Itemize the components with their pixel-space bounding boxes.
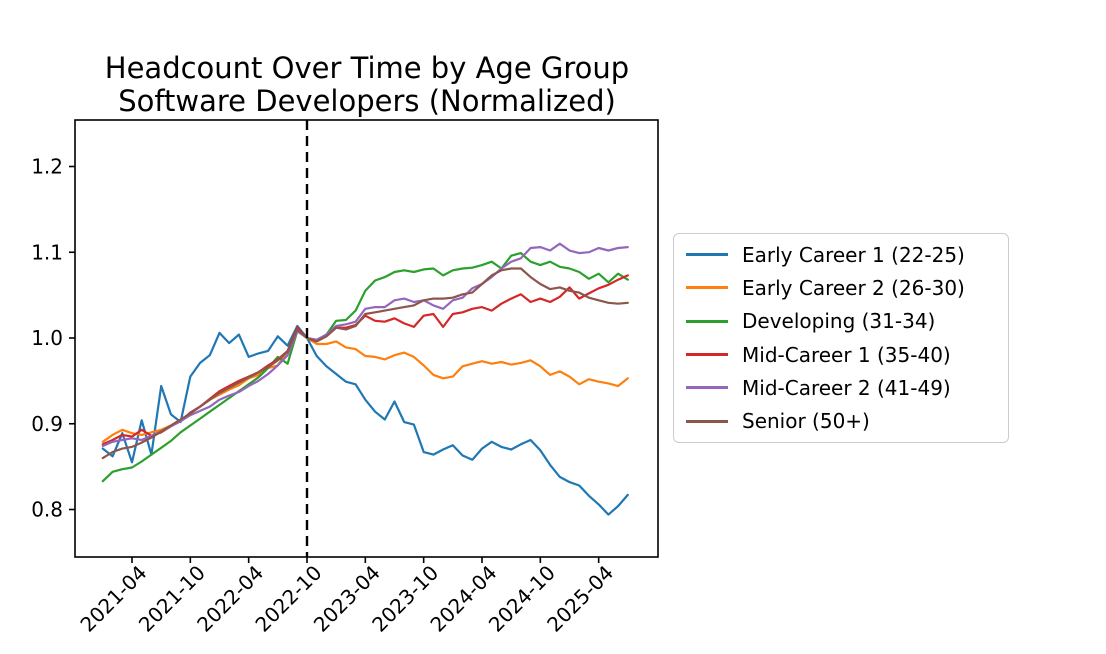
y-tick-label: 0.9 (31, 412, 63, 436)
series-line-senior-50 (101, 267, 629, 460)
legend-line-swatch (686, 253, 728, 257)
series-line-developing-31-34 (101, 252, 629, 483)
plot-border (74, 119, 659, 558)
legend: Early Career 1 (22-25) Early Career 2 (26… (673, 233, 1009, 443)
legend-item: Early Career 1 (22-25) (674, 238, 1008, 271)
legend-line-swatch (686, 386, 728, 390)
legend-label: Senior (50+) (742, 409, 870, 434)
legend-item: Mid-Career 1 (35-40) (674, 338, 1008, 371)
y-tick-label: 0.8 (31, 498, 63, 522)
series-line-early-career-2-26-30 (101, 328, 629, 443)
legend-item: Mid-Career 2 (41-49) (674, 371, 1008, 404)
legend-label: Mid-Career 1 (35-40) (742, 342, 951, 367)
legend-label: Early Career 2 (26-30) (742, 275, 965, 300)
legend-line-swatch (686, 286, 728, 290)
legend-label: Mid-Career 2 (41-49) (742, 375, 951, 400)
legend-line-swatch (686, 419, 728, 423)
chart-subtitle: Software Developers (Normalized) (118, 84, 616, 118)
chart-title: Headcount Over Time by Age Group (105, 51, 629, 85)
legend-line-swatch (686, 353, 728, 357)
legend-line-swatch (686, 319, 728, 323)
legend-label: Developing (31-34) (742, 309, 936, 334)
legend-item: Senior (50+) (674, 405, 1008, 438)
series-line-mid-career-2-41-49 (101, 242, 629, 448)
series-line-early-career-1-22-25 (101, 324, 629, 516)
series-lines (101, 242, 629, 516)
y-tick-label: 1.1 (31, 240, 63, 264)
legend-item: Early Career 2 (26-30) (674, 271, 1008, 304)
legend-item: Developing (31-34) (674, 305, 1008, 338)
y-tick-label: 1.2 (31, 155, 63, 179)
y-tick-label: 1.0 (31, 326, 63, 350)
axes: 2021-042021-102022-042022-102023-042023-… (31, 119, 659, 637)
legend-label: Early Career 1 (22-25) (742, 242, 965, 267)
